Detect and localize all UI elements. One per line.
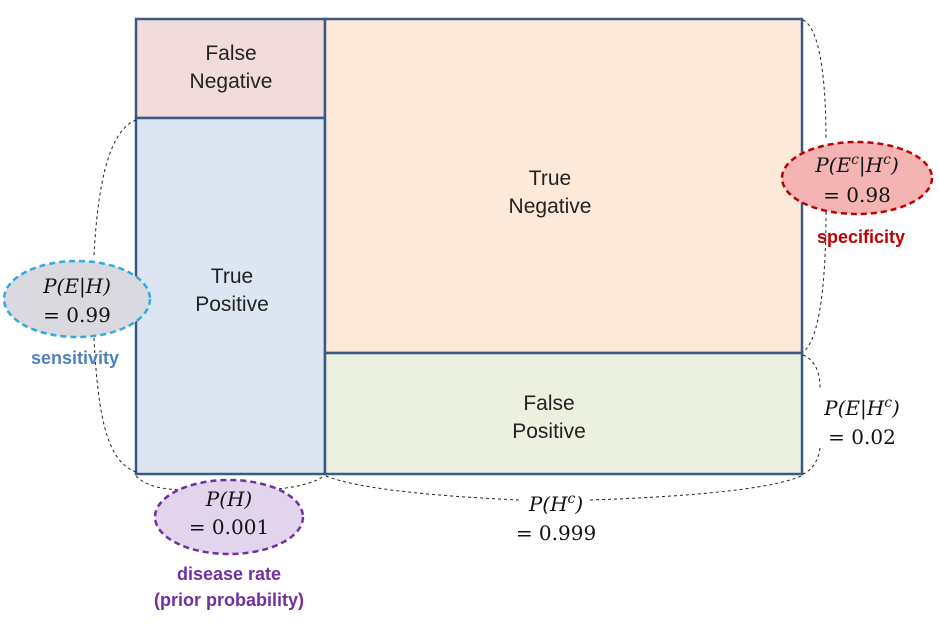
specificity-caption: specificity: [817, 227, 905, 247]
false-positive-cell: [323, 351, 804, 476]
false-negative-label-line2: Negative: [190, 70, 273, 93]
complement-probability: P(Hc): [528, 491, 583, 516]
true-negative-cell: [323, 17, 804, 355]
prior-value: = 0.001: [189, 515, 269, 539]
false-negative-cell: [134, 17, 327, 120]
false-positive-label-line2: Positive: [512, 420, 586, 443]
true-positive-label-line2: Positive: [195, 293, 269, 316]
false-negative-label-line1: False: [205, 42, 256, 65]
false-positive-rate-value: = 0.02: [828, 425, 896, 449]
false-positive-label-line1: False: [523, 392, 574, 415]
complement-value: = 0.999: [516, 521, 596, 545]
specificity-brace: [802, 19, 827, 353]
prior-ellipse: [153, 478, 305, 556]
true-positive-cell: [134, 116, 327, 476]
false-positive-rate-brace: [802, 354, 821, 475]
prior-probability: P(H): [205, 487, 253, 511]
sensitivity-ellipse: [2, 259, 152, 339]
false-positive-rate-probability: P(E|Hc): [823, 395, 900, 421]
true-negative-label-line1: True: [529, 167, 571, 190]
sensitivity-value: = 0.99: [43, 303, 111, 327]
specificity-probability: P(Ec|Hc): [814, 152, 899, 178]
sensitivity-brace: [93, 119, 137, 473]
true-negative-label-line2: Negative: [509, 195, 592, 218]
true-positive-label-line1: True: [211, 265, 253, 288]
prior-caption-line2: (prior probability): [154, 590, 304, 610]
specificity-ellipse: [780, 140, 934, 216]
sensitivity-caption: sensitivity: [31, 348, 119, 368]
specificity-value: = 0.98: [823, 183, 891, 207]
sensitivity-probability: P(E|H): [42, 274, 111, 299]
prior-caption-line1: disease rate: [177, 564, 281, 584]
complement-brace: [325, 475, 802, 501]
